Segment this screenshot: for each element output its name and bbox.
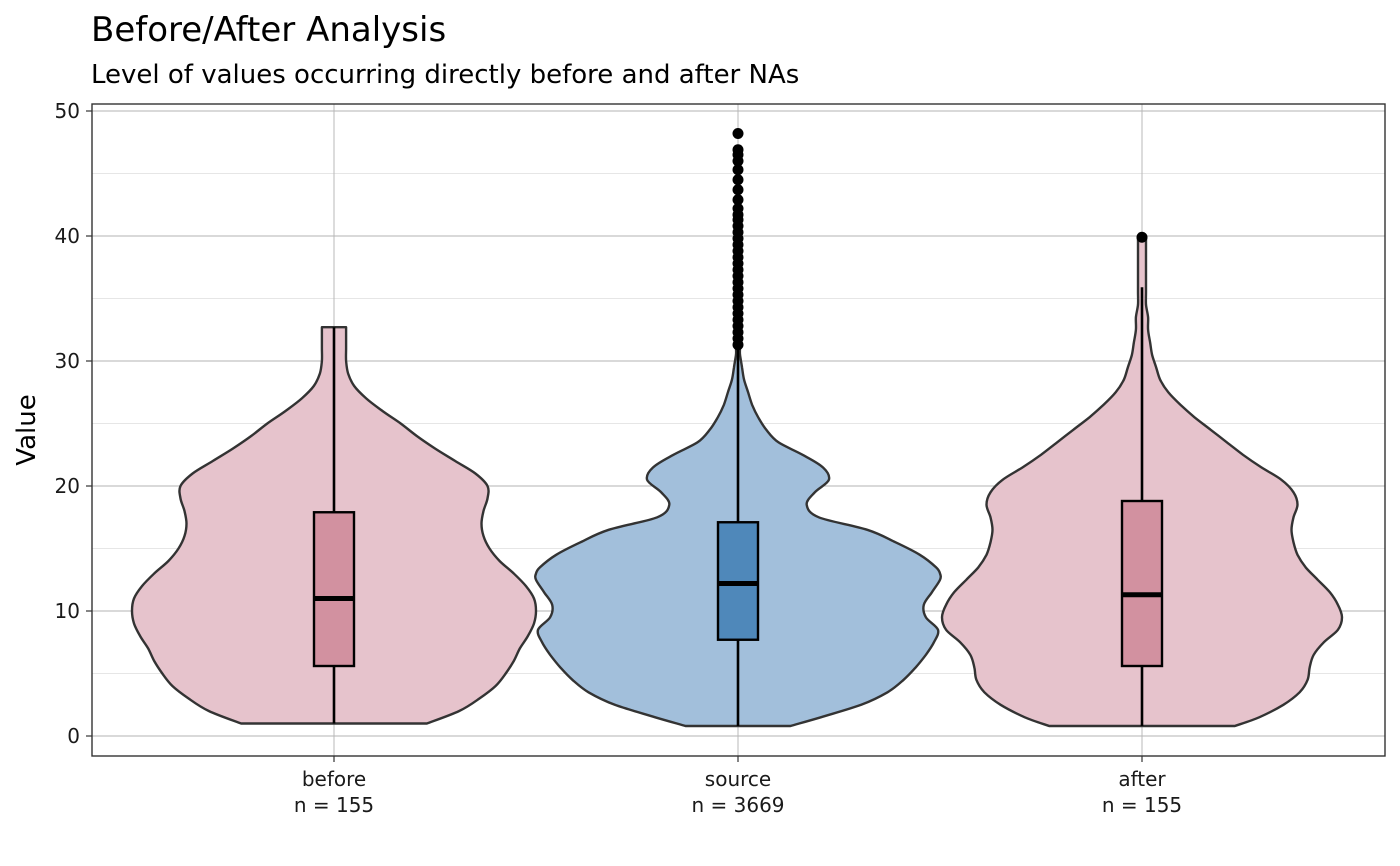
y-axis: 0 10 20 30 40 50 (55, 99, 92, 748)
outlier-point (732, 174, 744, 186)
x-count-label-source: n = 3669 (691, 793, 784, 817)
outlier-point (732, 184, 744, 196)
chart-title: Before/After Analysis (91, 10, 446, 50)
chart-subtitle: Level of values occurring directly befor… (91, 60, 799, 90)
y-tick-label: 20 (55, 474, 80, 498)
outlier-point (732, 203, 744, 214)
x-count-label-before: n = 155 (294, 793, 374, 817)
y-tick-label: 10 (55, 599, 80, 623)
outlier-point (732, 164, 744, 176)
outlier-point (732, 194, 744, 206)
y-axis-title: Value (12, 394, 42, 465)
outliers-layer (732, 128, 1148, 351)
outlier-point (1136, 231, 1148, 243)
outlier-point (732, 144, 744, 156)
box-before (312, 511, 356, 668)
outlier-point (732, 128, 744, 139)
y-tick-label: 0 (67, 724, 80, 748)
x-tick-label-after: after (1118, 767, 1166, 791)
boxplots-layer (312, 287, 1164, 726)
x-count-label-after: n = 155 (1102, 793, 1182, 817)
y-tick-label: 40 (55, 224, 80, 248)
x-tick-label-source: source (705, 767, 771, 791)
y-tick-label: 50 (55, 99, 80, 123)
box-after (1120, 499, 1164, 668)
x-tick-label-before: before (302, 767, 366, 791)
y-tick-label: 30 (55, 349, 80, 373)
